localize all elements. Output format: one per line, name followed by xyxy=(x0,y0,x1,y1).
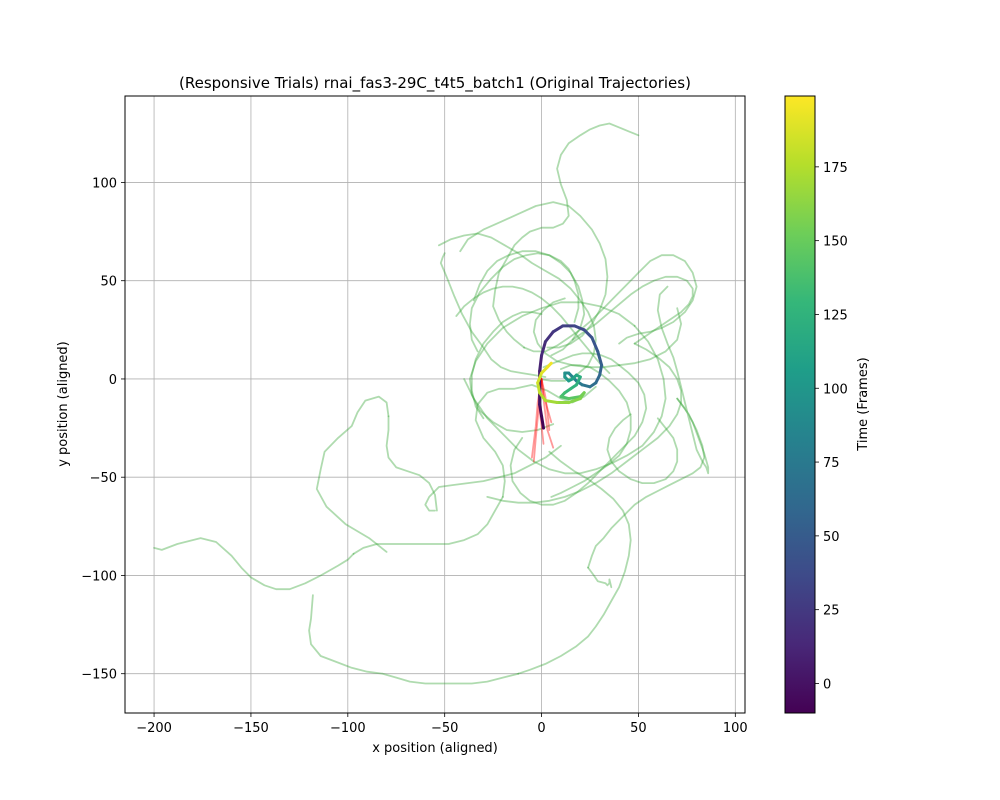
colorbar-tick-label: 25 xyxy=(823,604,840,619)
chart-title: (Responsive Trials) rnai_fas3-29C_t4t5_b… xyxy=(179,74,691,93)
colorbar-tick-label: 0 xyxy=(823,677,831,692)
y-tick-label: 100 xyxy=(92,176,117,191)
y-axis-ticks: −150 −100 −50 0 50 100 xyxy=(81,176,125,683)
mean-trajectory-segment xyxy=(598,363,604,377)
x-tick-label: −200 xyxy=(136,721,172,736)
colorbar-tick-label: 175 xyxy=(823,161,848,176)
x-tick-label: 0 xyxy=(537,721,545,736)
trajectory-line xyxy=(523,254,698,353)
mean-trajectory-segment xyxy=(538,353,544,373)
y-tick-label: −150 xyxy=(81,668,117,683)
mean-trajectory-segment xyxy=(538,391,547,403)
mean-trajectory-segment xyxy=(538,403,544,418)
early-trajectory-line xyxy=(540,378,551,431)
trajectory-line xyxy=(606,413,679,485)
y-tick-label: 50 xyxy=(100,275,117,290)
colorbar: 0 25 50 75 100 125 150 175 Time (Frames) xyxy=(784,95,871,714)
plot-frame xyxy=(124,95,746,714)
grid xyxy=(125,96,745,713)
x-tick-label: 50 xyxy=(630,721,647,736)
trajectory-line xyxy=(474,383,597,498)
trajectory-line xyxy=(532,297,682,369)
x-tick-label: 100 xyxy=(723,721,748,736)
colorbar-tick-label: 150 xyxy=(823,235,848,250)
trajectory-line xyxy=(308,594,520,685)
mean-trajectory-segment xyxy=(590,336,600,353)
trajectory-line xyxy=(463,324,667,475)
plot-area: −200 −150 −100 −50 0 50 100 −150 −100 −50 0 50 100 xyxy=(81,95,748,736)
colorbar-ticks: 0 25 50 75 100 125 150 175 xyxy=(815,161,848,692)
mean-trajectory xyxy=(536,324,604,430)
mean-trajectory-segment xyxy=(596,349,604,367)
mean-trajectory-segment xyxy=(567,395,582,401)
trajectory-line xyxy=(439,252,547,378)
x-tick-label: −50 xyxy=(431,721,458,736)
trajectory-line xyxy=(492,122,640,349)
trajectory-line xyxy=(424,444,562,512)
trajectory-line xyxy=(486,342,682,504)
colorbar-tick-label: 100 xyxy=(823,382,848,397)
trajectory-line xyxy=(437,232,597,382)
trajectory-line xyxy=(587,566,613,589)
mean-trajectory-segment xyxy=(540,340,547,357)
x-tick-label: −150 xyxy=(233,721,269,736)
colorbar-tick-label: 125 xyxy=(823,308,848,323)
trajectory-line xyxy=(459,201,609,349)
trajectory-line xyxy=(509,364,648,506)
trajectories xyxy=(153,122,710,685)
mean-trajectory-segment xyxy=(536,381,542,395)
trajectory-line xyxy=(470,311,543,420)
trajectory-line xyxy=(517,450,632,675)
x-axis-ticks: −200 −150 −100 −50 0 50 100 xyxy=(136,713,748,736)
y-axis-label: y position (aligned) xyxy=(56,341,71,467)
trajectory-line xyxy=(315,395,390,553)
trajectory-line xyxy=(656,285,710,475)
mean-trajectory-segment xyxy=(551,324,565,334)
y-tick-label: 0 xyxy=(109,373,117,388)
trajectory-line xyxy=(550,364,632,498)
colorbar-tick-label: 50 xyxy=(823,530,840,545)
mean-trajectory-segment xyxy=(543,330,555,344)
trajectory-line xyxy=(472,250,586,357)
mean-trajectory-segment xyxy=(582,328,594,340)
trajectory-line xyxy=(455,285,611,375)
mean-trajectory-segment xyxy=(567,397,582,405)
mean-trajectory-segment xyxy=(573,324,586,332)
trajectory-line xyxy=(385,415,438,512)
colorbar-label: Time (Frames) xyxy=(856,357,871,451)
y-tick-label: −50 xyxy=(90,471,117,486)
x-axis-label: x position (aligned) xyxy=(372,741,498,756)
mean-trajectory-segment xyxy=(545,361,553,369)
trajectory-line xyxy=(468,252,580,353)
y-tick-label: −100 xyxy=(81,569,117,584)
mean-trajectory-segment xyxy=(536,371,544,385)
colorbar-tick-label: 75 xyxy=(823,456,840,471)
trajectory-line xyxy=(571,275,694,345)
colorbar-gradient xyxy=(784,95,816,714)
early-trajectory-line xyxy=(540,378,555,449)
mean-trajectory-segment xyxy=(543,399,559,405)
trajectory-line xyxy=(542,352,620,369)
plot-background xyxy=(125,96,745,713)
trajectory-line xyxy=(352,495,504,555)
trajectory-line xyxy=(587,397,706,569)
trajectory-line xyxy=(468,301,636,433)
trajectory-line xyxy=(153,537,355,591)
mean-trajectory-segment xyxy=(540,414,545,430)
x-tick-label: −100 xyxy=(330,721,366,736)
